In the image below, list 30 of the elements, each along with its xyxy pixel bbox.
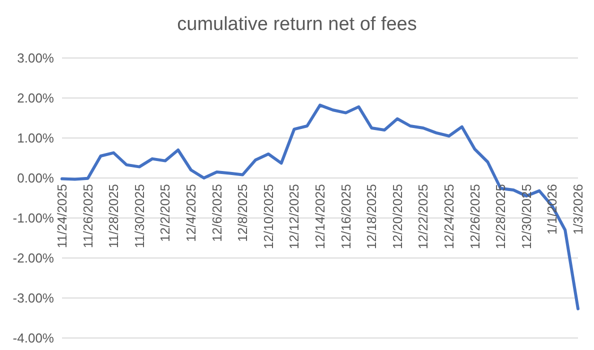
x-tick-label: 11/26/2025: [80, 184, 96, 248]
x-tick-label: 11/30/2025: [132, 184, 147, 248]
x-tick-label: 12/26/2025: [467, 184, 482, 250]
x-tick-label: 1/3/2026: [570, 184, 586, 235]
chart-title: cumulative return net of fees: [176, 14, 418, 36]
x-tick-label: 1/1/2026: [544, 184, 560, 235]
x-tick-label: 12/28/2025: [493, 184, 508, 250]
x-tick-label: 12/20/2025: [390, 184, 405, 250]
x-tick-label: 12/2/2025: [158, 184, 173, 242]
y-tick-label: -4.00%: [12, 330, 54, 346]
y-tick-label: -3.00%: [12, 290, 54, 306]
x-tick-label: 12/10/2025: [260, 184, 276, 250]
x-tick-label: 12/22/2025: [416, 184, 431, 250]
x-tick-label: 12/8/2025: [235, 184, 250, 242]
x-tick-label: 11/24/2025: [54, 184, 70, 248]
x-tick-label: 12/16/2025: [338, 184, 354, 250]
x-tick-label: 12/4/2025: [184, 184, 198, 242]
y-tick-label: -2.00%: [12, 250, 54, 266]
y-tick-label: -1.00%: [12, 210, 54, 226]
x-tick-label: 12/24/2025: [442, 184, 456, 250]
y-tick-label: 2.00%: [17, 90, 54, 106]
x-tick-label: 11/28/2025: [106, 184, 122, 248]
y-tick-label: 3.00%: [17, 50, 54, 66]
y-tick-label: 0.00%: [17, 170, 54, 186]
x-tick-label: 12/12/2025: [286, 184, 302, 250]
x-tick-label: 12/14/2025: [312, 184, 328, 250]
x-tick-label: 12/18/2025: [364, 184, 380, 250]
x-tick-label: 12/30/2025: [518, 184, 534, 250]
x-tick-label: 12/6/2025: [209, 184, 224, 242]
y-tick-label: 1.00%: [17, 130, 54, 146]
